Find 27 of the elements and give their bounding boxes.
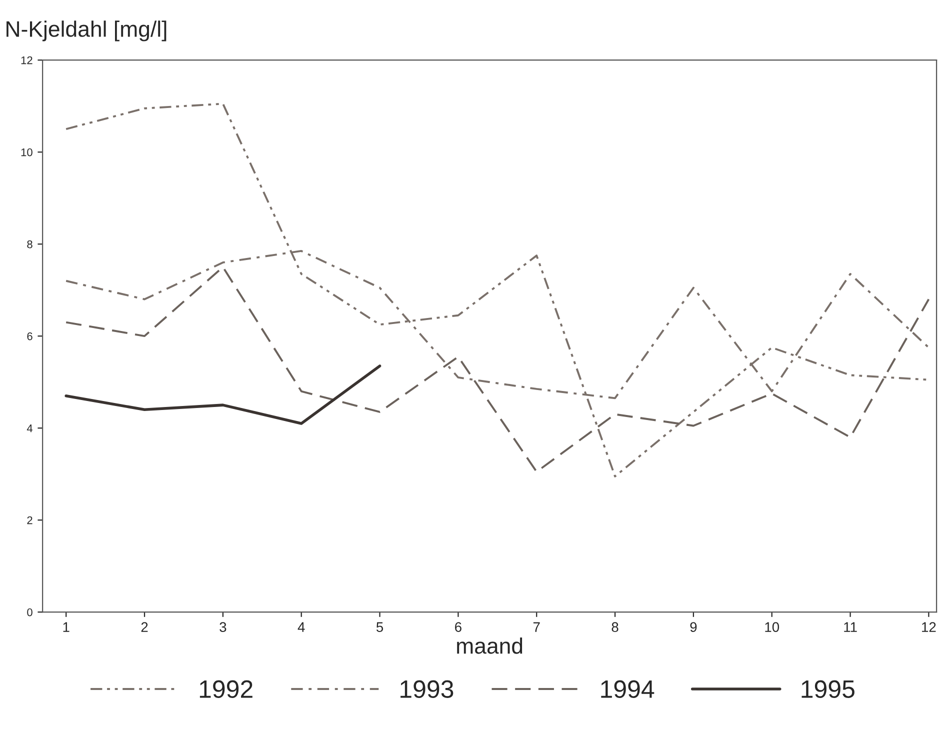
x-axis-title: maand <box>457 638 522 654</box>
y-tick-label: 12 <box>21 56 32 64</box>
x-tick-label: 5 <box>376 622 384 632</box>
x-tick-label: 7 <box>533 622 540 632</box>
x-tick-label: 4 <box>298 622 305 632</box>
y-tick-label: 0 <box>27 608 32 616</box>
x-tick-label: 6 <box>455 622 462 632</box>
x-tick-label: 10 <box>765 622 780 632</box>
line-series <box>65 266 930 473</box>
legend-label: 1994 <box>601 680 654 698</box>
y-tick-label: 2 <box>27 516 32 524</box>
x-tick-label: 11 <box>844 622 857 632</box>
legend-label: 1992 <box>200 680 252 698</box>
y-tick-label: 6 <box>27 332 32 340</box>
x-tick-label: 3 <box>220 622 226 632</box>
y-tick-label: 4 <box>26 424 33 432</box>
y-tick-label: 8 <box>27 240 32 248</box>
x-tick-label: 8 <box>612 622 618 632</box>
y-axis-title: N-Kjeldahl [mg/l] <box>6 20 166 42</box>
line-series <box>64 364 382 425</box>
legend-label: 1995 <box>802 680 854 698</box>
x-tick-label: 9 <box>690 622 697 632</box>
y-tick-label: 10 <box>21 148 32 156</box>
legend-label: 1993 <box>400 680 454 698</box>
x-tick-label: 12 <box>922 622 936 632</box>
x-tick-label: 1 <box>63 622 70 632</box>
x-tick-label: 2 <box>141 622 148 632</box>
